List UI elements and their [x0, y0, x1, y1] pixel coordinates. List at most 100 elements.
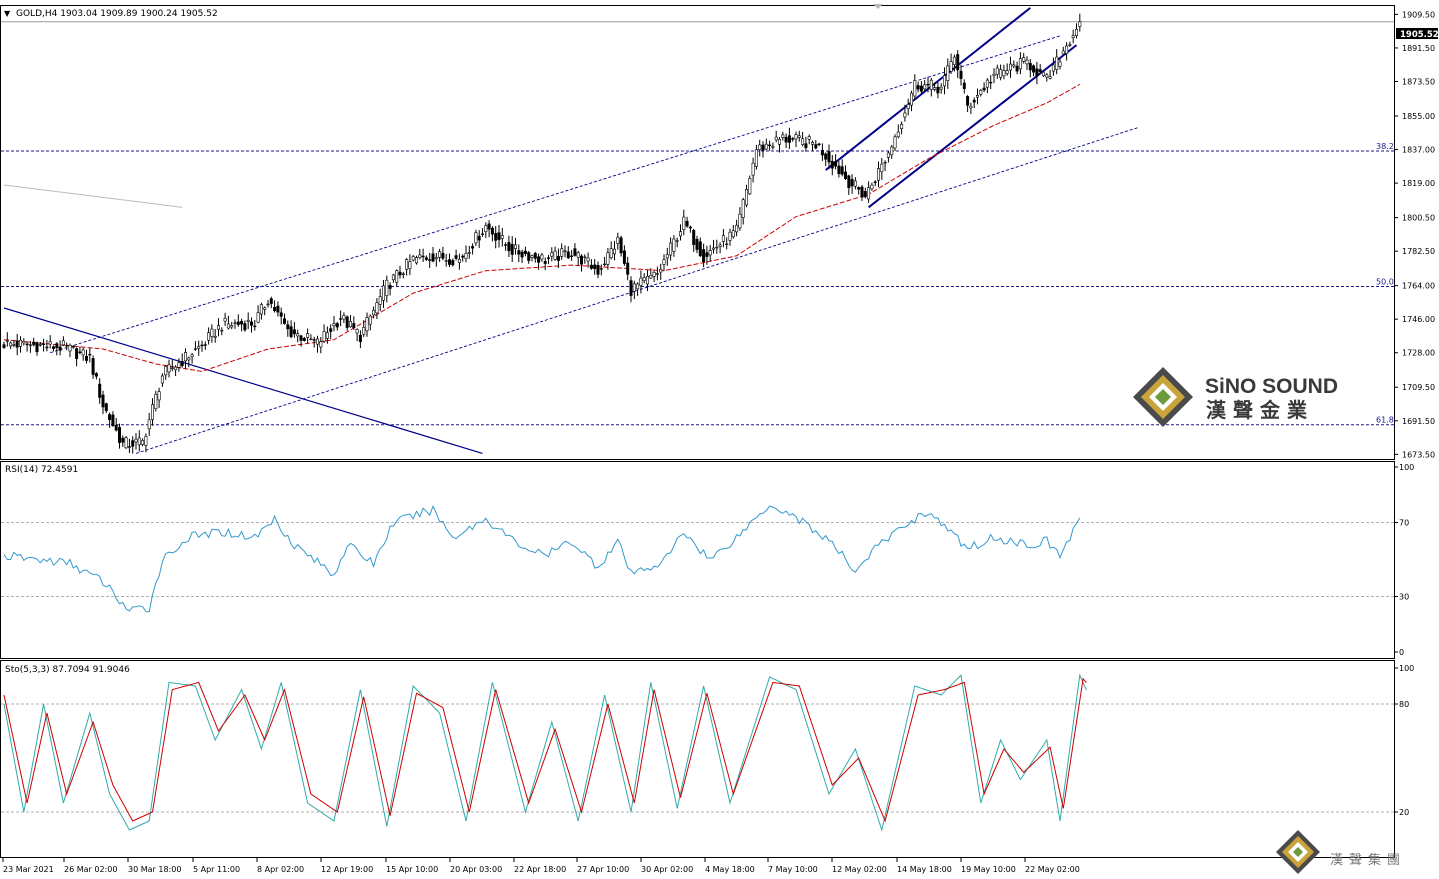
candle-body [705, 252, 709, 257]
candle-body [1002, 70, 1006, 77]
main-price-layer: 38.2 50.0 61.8 [1, 7, 1394, 454]
candle-body [197, 346, 201, 349]
candle-body [985, 79, 989, 88]
candle-body [830, 160, 834, 169]
time-tick-label: 12 May 02:00 [832, 865, 887, 874]
candle-body [774, 136, 778, 141]
candle-body [662, 259, 666, 265]
candle-body [702, 249, 706, 262]
candle-body [903, 112, 907, 118]
candle-body [616, 236, 620, 244]
time-tick-label: 20 Apr 03:00 [450, 865, 502, 874]
candle-body [583, 256, 587, 259]
candle-body [1078, 21, 1082, 27]
time-tick-label: 27 Apr 10:00 [577, 865, 629, 874]
candle-body [263, 307, 267, 310]
price-tick-label: 1764.00 [1402, 282, 1435, 291]
candle-body [91, 358, 95, 375]
candle-body [695, 238, 699, 250]
candle-body [949, 61, 953, 72]
candle-body [1065, 45, 1069, 54]
candle-body [210, 328, 214, 337]
candle-body [517, 250, 521, 255]
candle-body [817, 143, 821, 146]
upper-dashed-channel [50, 35, 1061, 354]
candle-body [540, 254, 544, 260]
candle-body [507, 242, 511, 252]
faint-grey-line [3, 184, 183, 208]
candle-body [282, 318, 286, 324]
candle-body [180, 361, 184, 367]
candle-body [801, 138, 805, 145]
candle-body [718, 244, 722, 247]
candle-body [923, 84, 927, 90]
candle-body [368, 315, 372, 325]
candle-body [471, 246, 475, 249]
time-tick-label: 8 Apr 02:00 [257, 865, 304, 874]
candle-body [867, 187, 871, 200]
candle-body [1061, 50, 1065, 55]
brand-name-en: SiNO SOUND [1205, 375, 1338, 398]
candle-body [1022, 57, 1026, 62]
candle-body [768, 144, 772, 147]
candle-body [751, 162, 755, 176]
candle-body [457, 258, 461, 263]
candle-body [781, 134, 785, 138]
candle-body [1018, 58, 1022, 70]
candle-body [1028, 63, 1032, 71]
candle-body [342, 315, 346, 320]
candle-body [784, 136, 788, 143]
candle-body [1048, 76, 1052, 79]
symbol-dropdown-icon[interactable]: ▼ [4, 9, 11, 18]
candle-body [738, 213, 742, 229]
candle-body [919, 85, 923, 92]
candle-body [754, 149, 758, 167]
candle-body [302, 338, 306, 341]
candle-body [626, 262, 630, 275]
candle-body [480, 233, 484, 235]
price-tick-label: 1891.50 [1402, 44, 1435, 53]
candle-body [546, 257, 550, 259]
candle-body [510, 244, 514, 255]
candle-body [655, 273, 659, 275]
candle-body [603, 263, 607, 266]
candle-body [362, 327, 366, 335]
candle-body [566, 251, 570, 259]
candle-body [240, 320, 244, 325]
stochastic-layer [1, 673, 1394, 832]
candle-body [421, 255, 425, 258]
candle-body [217, 325, 221, 330]
candle-body [296, 333, 300, 337]
candle-body [352, 323, 356, 329]
candle-body [141, 440, 145, 445]
candle-body [339, 318, 343, 320]
candle-body [273, 307, 277, 312]
candle-body [167, 364, 171, 373]
candle-body [28, 344, 32, 346]
time-tick-label: 5 Apr 11:00 [193, 865, 240, 874]
price-tick-label: 1691.50 [1402, 417, 1435, 426]
candle-body [834, 161, 838, 167]
candle-body [952, 56, 956, 65]
rsi-panel-frame [0, 461, 1395, 659]
scroll-marker-icon[interactable] [873, 4, 883, 9]
candle-body [619, 237, 623, 254]
candle-body [731, 230, 735, 238]
candle-body [190, 354, 194, 358]
candle-body [494, 233, 498, 241]
candle-body [160, 375, 164, 384]
candle-body [289, 326, 293, 337]
candle-body [256, 312, 260, 323]
candle-body [711, 247, 715, 250]
fib-level-label: 38.2 [1376, 142, 1394, 151]
candle-body [391, 274, 395, 281]
candle-body [1012, 64, 1016, 67]
candle-body [15, 340, 19, 348]
candle-body [98, 383, 102, 398]
candle-body [972, 99, 976, 103]
candle-body [411, 256, 415, 261]
candle-body [688, 226, 692, 229]
candle-body [447, 259, 451, 265]
candle-body [325, 332, 329, 339]
